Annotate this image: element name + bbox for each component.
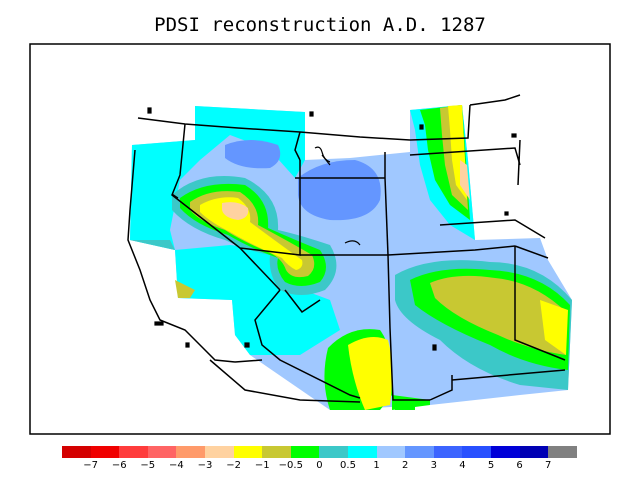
legend-swatch — [119, 446, 148, 458]
lakes-and-islands — [147, 107, 517, 351]
legend-swatch — [548, 446, 577, 458]
legend-label: 6 — [516, 460, 523, 471]
legend-swatch — [147, 446, 177, 458]
legend-swatch — [290, 446, 320, 458]
legend-label: −1 — [254, 460, 270, 471]
legend-swatch — [347, 446, 377, 458]
legend-swatch — [405, 446, 434, 458]
legend-swatch — [376, 446, 406, 458]
legend-label: −2 — [226, 460, 241, 471]
legend-swatch — [176, 446, 205, 458]
legend-swatch — [490, 446, 520, 458]
legend-label: −3 — [197, 460, 213, 471]
legend-swatch — [62, 446, 91, 458]
pdsi-field — [130, 105, 572, 410]
legend-swatch — [462, 446, 491, 458]
legend-swatch — [204, 446, 234, 458]
legend-swatch — [319, 446, 348, 458]
legend-label: 0 — [316, 460, 323, 471]
legend-swatch — [262, 446, 291, 458]
legend-label: 3 — [430, 460, 437, 471]
legend-label: 7 — [545, 460, 552, 471]
legend-swatches — [62, 446, 577, 458]
legend-label: −6 — [111, 460, 127, 471]
legend-swatch — [519, 446, 549, 458]
legend-label: 5 — [487, 460, 495, 471]
legend-label: 4 — [459, 460, 466, 471]
legend-label: −4 — [169, 460, 184, 471]
map-title: PDSI reconstruction A.D. 1287 — [154, 14, 486, 36]
legend-label: −7 — [83, 460, 98, 471]
legend-label: 0.5 — [340, 460, 356, 471]
legend-label: −0.5 — [278, 460, 303, 471]
color-legend: −7 −6 −5 −4 −3 −2 −1 −0.5 0 0.5 1 2 3 4 5 6 7 — [62, 446, 582, 478]
legend-label: 2 — [402, 460, 409, 471]
legend-label: −5 — [140, 460, 156, 471]
state-boundaries — [127, 94, 566, 403]
legend-swatch — [433, 446, 463, 458]
legend-label: 1 — [373, 460, 380, 471]
legend-swatch — [233, 446, 263, 458]
legend-swatch — [90, 446, 120, 458]
